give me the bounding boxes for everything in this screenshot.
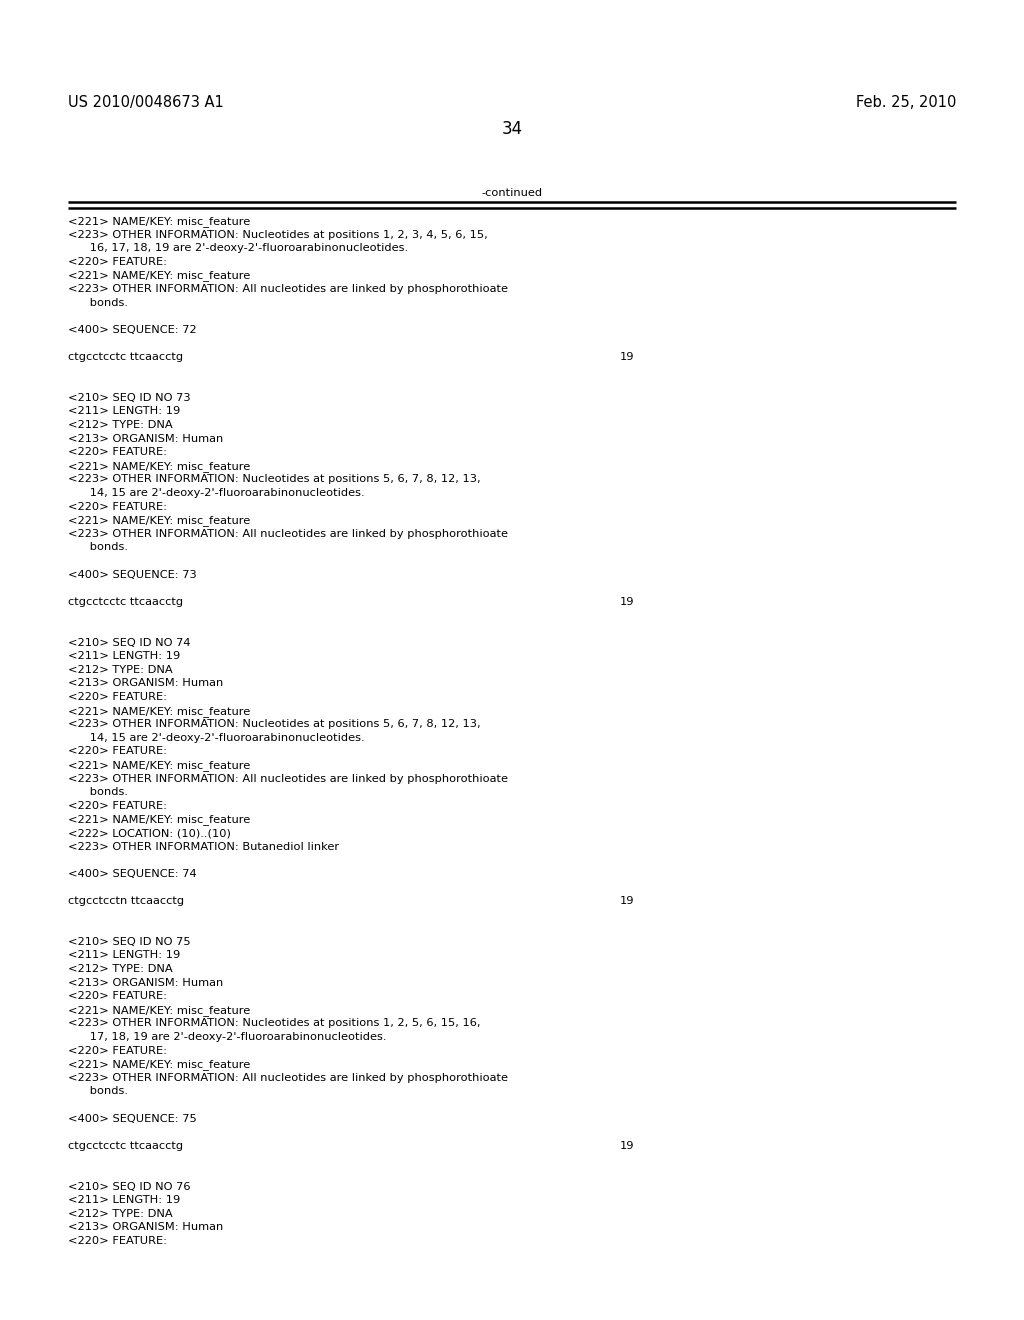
- Text: <213> ORGANISM: Human: <213> ORGANISM: Human: [68, 433, 223, 444]
- Text: <211> LENGTH: 19: <211> LENGTH: 19: [68, 950, 180, 961]
- Text: <210> SEQ ID NO 73: <210> SEQ ID NO 73: [68, 393, 190, 403]
- Text: -continued: -continued: [481, 187, 543, 198]
- Text: 19: 19: [620, 352, 635, 362]
- Text: <220> FEATURE:: <220> FEATURE:: [68, 991, 167, 1001]
- Text: 19: 19: [620, 896, 635, 906]
- Text: bonds.: bonds.: [68, 297, 128, 308]
- Text: <221> NAME/KEY: misc_feature: <221> NAME/KEY: misc_feature: [68, 814, 250, 825]
- Text: 14, 15 are 2'-deoxy-2'-fluoroarabinonucleotides.: 14, 15 are 2'-deoxy-2'-fluoroarabinonucl…: [68, 488, 365, 498]
- Text: 19: 19: [620, 597, 635, 607]
- Text: <221> NAME/KEY: misc_feature: <221> NAME/KEY: misc_feature: [68, 760, 250, 771]
- Text: 34: 34: [502, 120, 522, 139]
- Text: <220> FEATURE:: <220> FEATURE:: [68, 1236, 167, 1246]
- Text: <221> NAME/KEY: misc_feature: <221> NAME/KEY: misc_feature: [68, 461, 250, 471]
- Text: <400> SEQUENCE: 72: <400> SEQUENCE: 72: [68, 325, 197, 335]
- Text: ctgcctcctc ttcaacctg: ctgcctcctc ttcaacctg: [68, 597, 183, 607]
- Text: <211> LENGTH: 19: <211> LENGTH: 19: [68, 651, 180, 661]
- Text: <220> FEATURE:: <220> FEATURE:: [68, 801, 167, 810]
- Text: <212> TYPE: DNA: <212> TYPE: DNA: [68, 420, 173, 430]
- Text: <220> FEATURE:: <220> FEATURE:: [68, 692, 167, 702]
- Text: <222> LOCATION: (10)..(10): <222> LOCATION: (10)..(10): [68, 828, 230, 838]
- Text: ctgcctcctc ttcaacctg: ctgcctcctc ttcaacctg: [68, 1140, 183, 1151]
- Text: ctgcctcctn ttcaacctg: ctgcctcctn ttcaacctg: [68, 896, 184, 906]
- Text: <211> LENGTH: 19: <211> LENGTH: 19: [68, 1195, 180, 1205]
- Text: <223> OTHER INFORMATION: Nucleotides at positions 5, 6, 7, 8, 12, 13,: <223> OTHER INFORMATION: Nucleotides at …: [68, 474, 480, 484]
- Text: bonds.: bonds.: [68, 787, 128, 797]
- Text: <210> SEQ ID NO 75: <210> SEQ ID NO 75: [68, 937, 190, 946]
- Text: <212> TYPE: DNA: <212> TYPE: DNA: [68, 964, 173, 974]
- Text: <400> SEQUENCE: 73: <400> SEQUENCE: 73: [68, 570, 197, 579]
- Text: <220> FEATURE:: <220> FEATURE:: [68, 447, 167, 457]
- Text: <223> OTHER INFORMATION: All nucleotides are linked by phosphorothioate: <223> OTHER INFORMATION: All nucleotides…: [68, 529, 508, 539]
- Text: <213> ORGANISM: Human: <213> ORGANISM: Human: [68, 978, 223, 987]
- Text: US 2010/0048673 A1: US 2010/0048673 A1: [68, 95, 224, 110]
- Text: bonds.: bonds.: [68, 1086, 128, 1097]
- Text: <212> TYPE: DNA: <212> TYPE: DNA: [68, 665, 173, 675]
- Text: <223> OTHER INFORMATION: All nucleotides are linked by phosphorothioate: <223> OTHER INFORMATION: All nucleotides…: [68, 1073, 508, 1082]
- Text: <221> NAME/KEY: misc_feature: <221> NAME/KEY: misc_feature: [68, 1005, 250, 1015]
- Text: <223> OTHER INFORMATION: Nucleotides at positions 5, 6, 7, 8, 12, 13,: <223> OTHER INFORMATION: Nucleotides at …: [68, 719, 480, 729]
- Text: <221> NAME/KEY: misc_feature: <221> NAME/KEY: misc_feature: [68, 271, 250, 281]
- Text: <223> OTHER INFORMATION: Nucleotides at positions 1, 2, 3, 4, 5, 6, 15,: <223> OTHER INFORMATION: Nucleotides at …: [68, 230, 487, 240]
- Text: <221> NAME/KEY: misc_feature: <221> NAME/KEY: misc_feature: [68, 706, 250, 717]
- Text: 14, 15 are 2'-deoxy-2'-fluoroarabinonucleotides.: 14, 15 are 2'-deoxy-2'-fluoroarabinonucl…: [68, 733, 365, 743]
- Text: bonds.: bonds.: [68, 543, 128, 552]
- Text: <223> OTHER INFORMATION: All nucleotides are linked by phosphorothioate: <223> OTHER INFORMATION: All nucleotides…: [68, 284, 508, 294]
- Text: <213> ORGANISM: Human: <213> ORGANISM: Human: [68, 1222, 223, 1233]
- Text: <210> SEQ ID NO 76: <210> SEQ ID NO 76: [68, 1181, 190, 1192]
- Text: <213> ORGANISM: Human: <213> ORGANISM: Human: [68, 678, 223, 689]
- Text: 16, 17, 18, 19 are 2'-deoxy-2'-fluoroarabinonucleotides.: 16, 17, 18, 19 are 2'-deoxy-2'-fluoroara…: [68, 243, 409, 253]
- Text: <400> SEQUENCE: 74: <400> SEQUENCE: 74: [68, 869, 197, 879]
- Text: <210> SEQ ID NO 74: <210> SEQ ID NO 74: [68, 638, 190, 648]
- Text: <220> FEATURE:: <220> FEATURE:: [68, 746, 167, 756]
- Text: <221> NAME/KEY: misc_feature: <221> NAME/KEY: misc_feature: [68, 1059, 250, 1071]
- Text: <221> NAME/KEY: misc_feature: <221> NAME/KEY: misc_feature: [68, 515, 250, 527]
- Text: 17, 18, 19 are 2'-deoxy-2'-fluoroarabinonucleotides.: 17, 18, 19 are 2'-deoxy-2'-fluoroarabino…: [68, 1032, 386, 1041]
- Text: <221> NAME/KEY: misc_feature: <221> NAME/KEY: misc_feature: [68, 216, 250, 227]
- Text: <220> FEATURE:: <220> FEATURE:: [68, 502, 167, 512]
- Text: <223> OTHER INFORMATION: Nucleotides at positions 1, 2, 5, 6, 15, 16,: <223> OTHER INFORMATION: Nucleotides at …: [68, 1019, 480, 1028]
- Text: <223> OTHER INFORMATION: Butanediol linker: <223> OTHER INFORMATION: Butanediol link…: [68, 842, 339, 851]
- Text: Feb. 25, 2010: Feb. 25, 2010: [856, 95, 956, 110]
- Text: <220> FEATURE:: <220> FEATURE:: [68, 1045, 167, 1056]
- Text: 19: 19: [620, 1140, 635, 1151]
- Text: <223> OTHER INFORMATION: All nucleotides are linked by phosphorothioate: <223> OTHER INFORMATION: All nucleotides…: [68, 774, 508, 784]
- Text: <211> LENGTH: 19: <211> LENGTH: 19: [68, 407, 180, 416]
- Text: ctgcctcctc ttcaacctg: ctgcctcctc ttcaacctg: [68, 352, 183, 362]
- Text: <220> FEATURE:: <220> FEATURE:: [68, 257, 167, 267]
- Text: <400> SEQUENCE: 75: <400> SEQUENCE: 75: [68, 1114, 197, 1123]
- Text: <212> TYPE: DNA: <212> TYPE: DNA: [68, 1209, 173, 1218]
